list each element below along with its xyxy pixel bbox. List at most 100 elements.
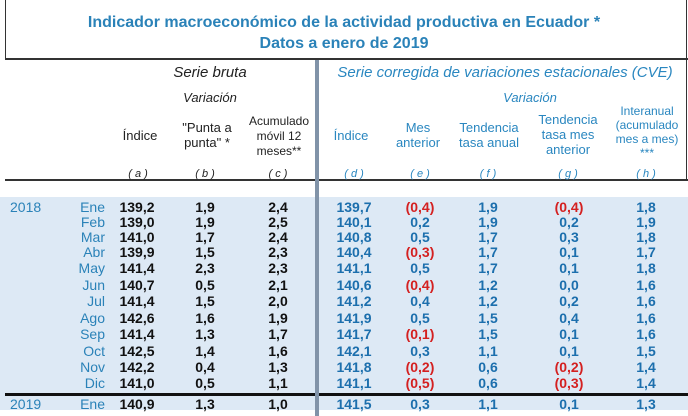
- right-border: [686, 0, 687, 180]
- col-letter-g: ( g ): [558, 168, 578, 180]
- value-cell-c: 2,4: [268, 229, 288, 245]
- table-row: Nov 142,2 0,4 1,3 141,8 (0,2) 0,6 (0,2) 1,4: [0, 359, 688, 375]
- value-cell-f: 0,6: [478, 359, 498, 375]
- value-cell-c: 1,7: [268, 326, 288, 342]
- value-cell-f: 1,9: [478, 214, 498, 230]
- month-cell: Oct: [83, 343, 105, 359]
- value-cell-f: 0,6: [478, 375, 498, 391]
- col-header-f: Tendencia tasa anual: [459, 120, 519, 150]
- month-cell: Nov: [80, 359, 105, 375]
- value-cell-b: 1,9: [195, 199, 215, 215]
- value-cell-d: 139,7: [336, 199, 372, 215]
- month-cell: Sep: [80, 326, 105, 342]
- value-cell-e: (0,5): [405, 375, 435, 391]
- col-letter-c: ( c ): [268, 168, 288, 180]
- value-cell-d: 140,4: [336, 244, 372, 260]
- header-top-rule: [5, 58, 688, 60]
- value-cell-c: 1,9: [268, 310, 288, 326]
- year-cell: 2019: [10, 396, 42, 412]
- value-cell-d: 140,6: [336, 277, 372, 293]
- value-cell-a: 139,9: [119, 244, 155, 260]
- value-cell-e: 0,5: [410, 260, 430, 276]
- table-row: Jul 141,4 1,5 2,0 141,2 0,4 1,2 0,2 1,6: [0, 293, 688, 309]
- value-cell-d: 141,9: [336, 310, 372, 326]
- month-cell: May: [78, 260, 105, 276]
- value-cell-c: 1,6: [268, 343, 288, 359]
- value-cell-h: 1,8: [636, 260, 656, 276]
- page-subtitle: Datos a enero de 2019: [259, 35, 429, 52]
- variacion-bruta-heading: Variación: [183, 90, 237, 105]
- value-cell-h: 1,7: [636, 244, 656, 260]
- variacion-cve-heading: Variación: [503, 90, 557, 105]
- value-cell-f: 1,1: [478, 396, 498, 412]
- value-cell-c: 1,1: [268, 375, 288, 391]
- value-cell-a: 141,0: [119, 229, 155, 245]
- value-cell-h: 1,5: [636, 343, 656, 359]
- header-bottom-rule: [5, 179, 688, 181]
- col-header-b: "Punta a punta" *: [182, 120, 232, 150]
- col-header-c: Acumulado móvil 12 meses**: [248, 114, 310, 158]
- value-cell-e: 0,3: [410, 343, 430, 359]
- value-cell-c: 2,4: [268, 199, 288, 215]
- year-separator-rule: [5, 393, 688, 396]
- value-cell-b: 0,4: [195, 359, 215, 375]
- value-cell-g: 0,0: [559, 277, 579, 293]
- value-cell-g: 0,1: [559, 326, 579, 342]
- value-cell-b: 1,3: [195, 396, 215, 412]
- table-row: Ago 142,6 1,6 1,9 141,9 0,5 1,5 0,4 1,6: [0, 310, 688, 326]
- value-cell-b: 1,6: [195, 310, 215, 326]
- value-cell-a: 141,4: [119, 293, 155, 309]
- value-cell-h: 1,6: [636, 326, 656, 342]
- value-cell-f: 1,2: [478, 277, 498, 293]
- value-cell-b: 1,3: [195, 326, 215, 342]
- table-row: Feb 139,0 1,9 2,5 140,1 0,2 1,9 0,2 1,9: [0, 214, 688, 230]
- value-cell-c: 2,5: [268, 214, 288, 230]
- value-cell-g: 0,1: [559, 343, 579, 359]
- value-cell-c: 2,3: [268, 244, 288, 260]
- value-cell-b: 1,9: [195, 214, 215, 230]
- value-cell-h: 1,8: [636, 229, 656, 245]
- value-cell-h: 1,4: [636, 359, 656, 375]
- month-cell: Jun: [82, 277, 105, 293]
- left-border: [5, 0, 6, 58]
- data-table: 2018 Ene 139,2 1,9 2,4 139,7 (0,4) 1,9 (0,4) 1,8 F…: [0, 197, 688, 412]
- value-cell-d: 140,8: [336, 229, 372, 245]
- table-row: Sep 141,4 1,3 1,7 141,7 (0,1) 1,5 0,1 1,6: [0, 326, 688, 342]
- value-cell-d: 141,1: [336, 260, 372, 276]
- value-cell-b: 1,5: [195, 244, 215, 260]
- value-cell-a: 140,7: [119, 277, 155, 293]
- value-cell-g: 0,1: [559, 396, 579, 412]
- value-cell-h: 1,9: [636, 214, 656, 230]
- col-header-h: Interanual (acumulado mes a mes) ***: [615, 104, 679, 160]
- value-cell-b: 1,7: [195, 229, 215, 245]
- table-row: Oct 142,5 1,4 1,6 142,1 0,3 1,1 0,1 1,5: [0, 343, 688, 359]
- value-cell-d: 141,7: [336, 326, 372, 342]
- value-cell-a: 141,4: [119, 260, 155, 276]
- year-cell: 2018: [10, 199, 42, 215]
- value-cell-f: 1,1: [478, 343, 498, 359]
- serie-bruta-heading: Serie bruta: [173, 64, 247, 81]
- month-cell: Ene: [80, 396, 105, 412]
- table-row: 2018 Ene 139,2 1,9 2,4 139,7 (0,4) 1,9 (0,4) 1,8: [0, 199, 688, 215]
- value-cell-f: 1,5: [478, 310, 498, 326]
- value-cell-a: 142,5: [119, 343, 155, 359]
- value-cell-g: 0,4: [559, 310, 579, 326]
- table-row: Abr 139,9 1,5 2,3 140,4 (0,3) 1,7 0,1 1,7: [0, 244, 688, 260]
- table-row: Jun 140,7 0,5 2,1 140,6 (0,4) 1,2 0,0 1,6: [0, 277, 688, 293]
- value-cell-c: 2,0: [268, 293, 288, 309]
- value-cell-b: 2,3: [195, 260, 215, 276]
- page-title: Indicador macroeconómico de la actividad…: [87, 14, 601, 31]
- month-cell: Abr: [83, 244, 105, 260]
- value-cell-d: 141,5: [336, 396, 372, 412]
- value-cell-a: 140,9: [119, 396, 155, 412]
- month-cell: Jul: [87, 293, 105, 309]
- value-cell-a: 141,0: [119, 375, 155, 391]
- value-cell-e: (0,3): [405, 244, 435, 260]
- value-cell-h: 1,3: [636, 396, 656, 412]
- value-cell-g: (0,2): [554, 359, 584, 375]
- value-cell-c: 2,3: [268, 260, 288, 276]
- value-cell-d: 141,2: [336, 293, 372, 309]
- month-cell: Ago: [80, 310, 105, 326]
- value-cell-c: 2,1: [268, 277, 288, 293]
- month-cell: Feb: [80, 214, 105, 230]
